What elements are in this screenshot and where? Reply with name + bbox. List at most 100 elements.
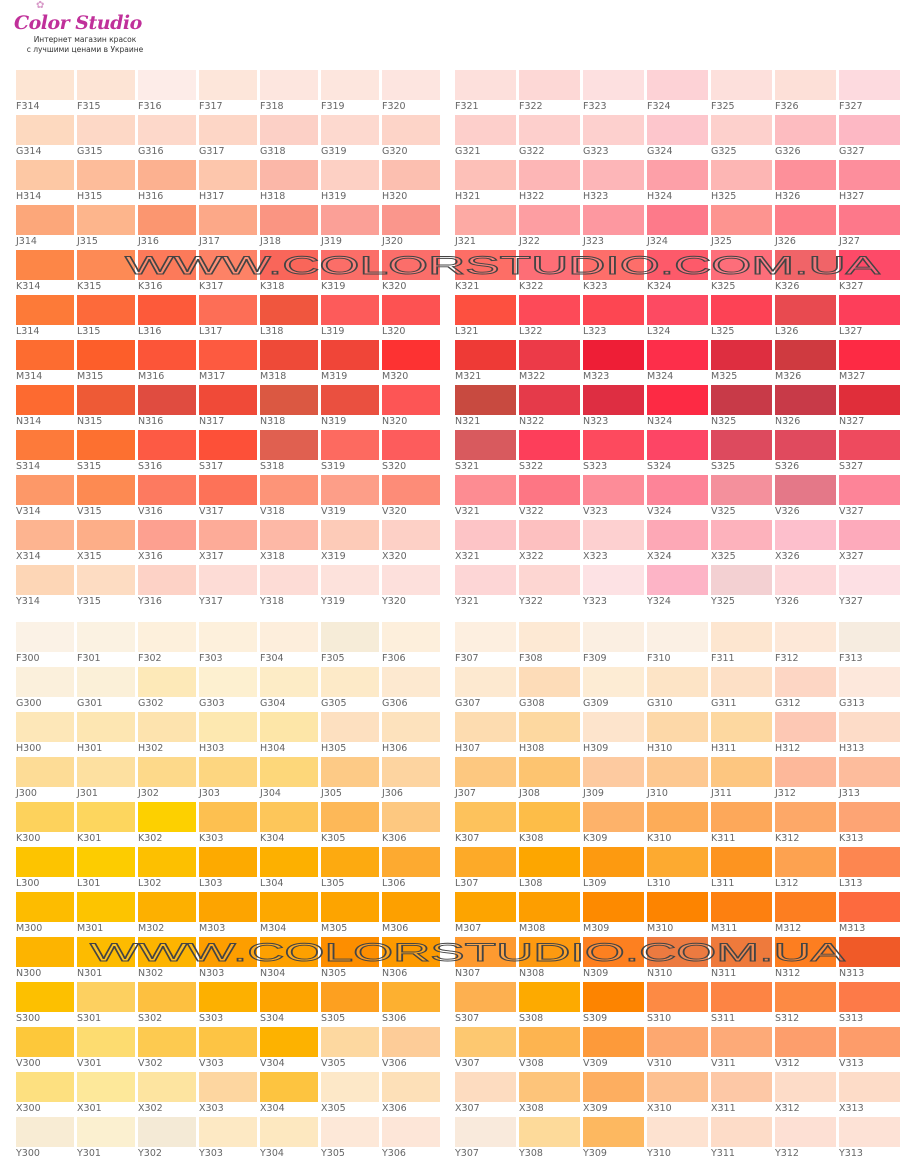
color-swatch[interactable] (260, 1072, 318, 1102)
color-swatch[interactable] (455, 565, 516, 595)
color-swatch[interactable] (382, 667, 440, 697)
color-swatch[interactable] (583, 802, 644, 832)
color-swatch[interactable] (647, 667, 708, 697)
color-swatch[interactable] (711, 205, 772, 235)
color-swatch[interactable] (775, 205, 836, 235)
color-swatch[interactable] (199, 160, 257, 190)
color-swatch[interactable] (260, 757, 318, 787)
color-swatch[interactable] (260, 565, 318, 595)
color-swatch[interactable] (583, 667, 644, 697)
color-swatch[interactable] (16, 475, 74, 505)
color-swatch[interactable] (321, 892, 379, 922)
color-swatch[interactable] (583, 70, 644, 100)
color-swatch[interactable] (519, 622, 580, 652)
color-swatch[interactable] (260, 982, 318, 1012)
color-swatch[interactable] (138, 622, 196, 652)
color-swatch[interactable] (260, 622, 318, 652)
color-swatch[interactable] (321, 115, 379, 145)
color-swatch[interactable] (77, 115, 135, 145)
color-swatch[interactable] (382, 847, 440, 877)
color-swatch[interactable] (382, 340, 440, 370)
color-swatch[interactable] (775, 1027, 836, 1057)
color-swatch[interactable] (775, 982, 836, 1012)
color-swatch[interactable] (260, 160, 318, 190)
color-swatch[interactable] (321, 295, 379, 325)
color-swatch[interactable] (138, 757, 196, 787)
color-swatch[interactable] (455, 892, 516, 922)
color-swatch[interactable] (455, 250, 516, 280)
color-swatch[interactable] (382, 1027, 440, 1057)
color-swatch[interactable] (519, 115, 580, 145)
color-swatch[interactable] (775, 1072, 836, 1102)
color-swatch[interactable] (711, 802, 772, 832)
color-swatch[interactable] (138, 802, 196, 832)
color-swatch[interactable] (199, 622, 257, 652)
color-swatch[interactable] (16, 385, 74, 415)
color-swatch[interactable] (839, 1117, 900, 1147)
color-swatch[interactable] (455, 70, 516, 100)
color-swatch[interactable] (455, 847, 516, 877)
color-swatch[interactable] (138, 160, 196, 190)
color-swatch[interactable] (775, 70, 836, 100)
color-swatch[interactable] (382, 712, 440, 742)
color-swatch[interactable] (138, 565, 196, 595)
color-swatch[interactable] (455, 802, 516, 832)
color-swatch[interactable] (199, 295, 257, 325)
color-swatch[interactable] (711, 70, 772, 100)
color-swatch[interactable] (382, 937, 440, 967)
color-swatch[interactable] (839, 160, 900, 190)
color-swatch[interactable] (77, 982, 135, 1012)
color-swatch[interactable] (647, 847, 708, 877)
color-swatch[interactable] (16, 160, 74, 190)
color-swatch[interactable] (583, 712, 644, 742)
color-swatch[interactable] (321, 475, 379, 505)
color-swatch[interactable] (16, 802, 74, 832)
color-swatch[interactable] (839, 802, 900, 832)
color-swatch[interactable] (199, 802, 257, 832)
color-swatch[interactable] (711, 1027, 772, 1057)
color-swatch[interactable] (455, 937, 516, 967)
color-swatch[interactable] (647, 205, 708, 235)
color-swatch[interactable] (519, 250, 580, 280)
color-swatch[interactable] (647, 430, 708, 460)
color-swatch[interactable] (455, 520, 516, 550)
color-swatch[interactable] (455, 295, 516, 325)
color-swatch[interactable] (77, 250, 135, 280)
color-swatch[interactable] (455, 712, 516, 742)
color-swatch[interactable] (839, 340, 900, 370)
color-swatch[interactable] (775, 430, 836, 460)
color-swatch[interactable] (260, 295, 318, 325)
color-swatch[interactable] (77, 565, 135, 595)
color-swatch[interactable] (455, 430, 516, 460)
color-swatch[interactable] (138, 520, 196, 550)
color-swatch[interactable] (711, 667, 772, 697)
color-swatch[interactable] (382, 70, 440, 100)
color-swatch[interactable] (839, 565, 900, 595)
color-swatch[interactable] (711, 622, 772, 652)
color-swatch[interactable] (321, 667, 379, 697)
color-swatch[interactable] (16, 1027, 74, 1057)
color-swatch[interactable] (839, 667, 900, 697)
color-swatch[interactable] (16, 295, 74, 325)
color-swatch[interactable] (583, 622, 644, 652)
color-swatch[interactable] (839, 115, 900, 145)
color-swatch[interactable] (519, 1027, 580, 1057)
color-swatch[interactable] (199, 250, 257, 280)
color-swatch[interactable] (519, 802, 580, 832)
color-swatch[interactable] (839, 847, 900, 877)
color-swatch[interactable] (711, 340, 772, 370)
color-swatch[interactable] (77, 757, 135, 787)
color-swatch[interactable] (775, 160, 836, 190)
color-swatch[interactable] (519, 667, 580, 697)
color-swatch[interactable] (647, 712, 708, 742)
color-swatch[interactable] (260, 520, 318, 550)
color-swatch[interactable] (382, 757, 440, 787)
color-swatch[interactable] (382, 250, 440, 280)
color-swatch[interactable] (260, 667, 318, 697)
color-swatch[interactable] (321, 1117, 379, 1147)
color-swatch[interactable] (260, 712, 318, 742)
color-swatch[interactable] (455, 160, 516, 190)
color-swatch[interactable] (455, 622, 516, 652)
color-swatch[interactable] (583, 565, 644, 595)
color-swatch[interactable] (455, 1027, 516, 1057)
